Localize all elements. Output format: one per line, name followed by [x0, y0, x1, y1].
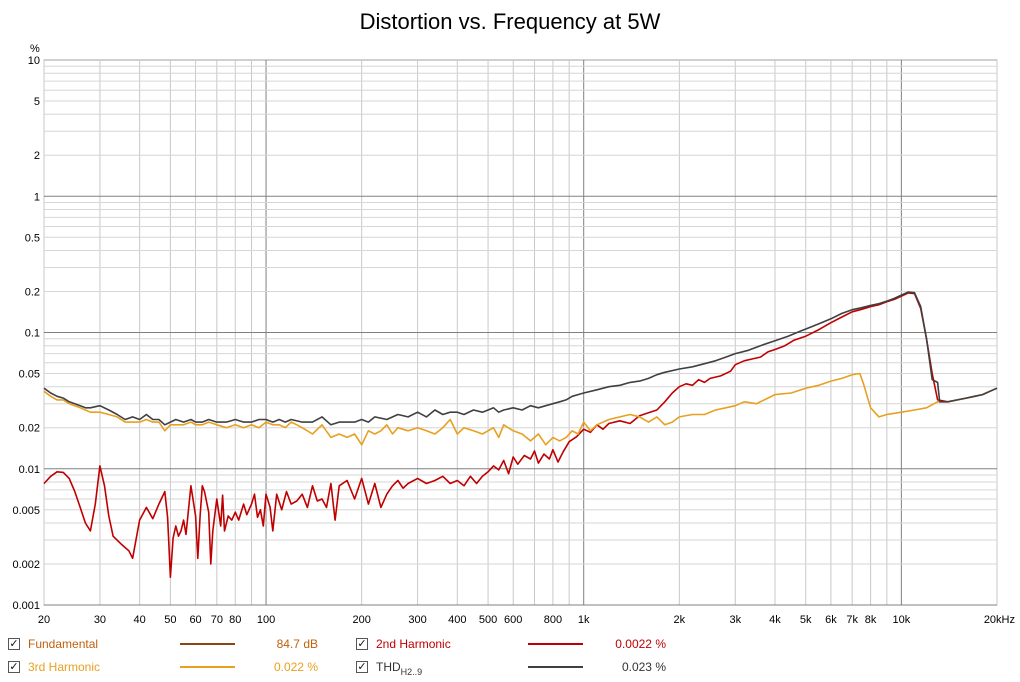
x-tick-labels: 20 30 40 50 60 70 80 100 200 300 400 500 600 800 1k 2k 3… [38, 614, 1015, 626]
legend-swatch-2nd-harmonic [528, 643, 583, 645]
x-tick-label: 60 [189, 614, 201, 626]
x-tick-label: 50 [164, 614, 176, 626]
x-tick-label: 6k [825, 614, 837, 626]
x-tick-label: 20 [38, 614, 50, 626]
legend-value-thd: 0.023 % [621, 660, 666, 674]
legend-label-thd-main: THD [376, 660, 401, 674]
x-tick-label: 30 [94, 614, 106, 626]
legend-item-2nd-harmonic[interactable]: ✓ 2nd Harmonic 0.0022 % [356, 636, 696, 656]
y-tick-label: 0.002 [12, 559, 40, 571]
x-tick-label: 3k [729, 614, 741, 626]
series-line-2nd-harmonic [43, 292, 998, 578]
chart-title: Distortion vs. Frequency at 5W [359, 9, 661, 34]
y-tick-label: 0.02 [19, 423, 40, 435]
legend-swatch-3rd-harmonic [180, 666, 235, 668]
x-tick-label: 800 [544, 614, 562, 626]
x-tick-label: 100 [257, 614, 275, 626]
legend-label-thd: THDH2..9 [376, 659, 423, 677]
x-tick-label: 10k [892, 614, 910, 626]
y-tick-label: 2 [34, 150, 40, 162]
checkbox-2nd-harmonic[interactable]: ✓ [356, 638, 368, 650]
y-tick-label: 0.5 [25, 232, 40, 244]
x-tick-label: 5k [800, 614, 812, 626]
legend: ✓ Fundamental 84.7 dB ✓ 2nd Harmonic 0.0… [0, 630, 1020, 682]
y-tick-label: 0.005 [12, 505, 40, 517]
distortion-plot: 10 5 2 1 0.5 0.2 0.1 0.05 0.02 0.01 0.005 0.002 0.00… [12, 43, 1015, 626]
series-lines [43, 291, 998, 578]
checkbox-fundamental[interactable]: ✓ [8, 638, 20, 650]
legend-value-3rd-harmonic: 0.022 % [273, 660, 318, 674]
x-tick-label: 7k [846, 614, 858, 626]
x-tick-label: 200 [352, 614, 370, 626]
x-tick-label: 300 [408, 614, 426, 626]
legend-item-fundamental[interactable]: ✓ Fundamental 84.7 dB [8, 636, 348, 656]
legend-item-thd[interactable]: ✓ THDH2..9 0.023 % [356, 659, 696, 679]
legend-label-thd-sub: H2..9 [400, 667, 423, 677]
x-tick-label: 1k [578, 614, 590, 626]
y-axis-unit-label: % [30, 43, 40, 55]
x-tick-label: 600 [504, 614, 522, 626]
y-tick-labels: 10 5 2 1 0.5 0.2 0.1 0.05 0.02 0.01 0.005 0.002 0.00… [12, 55, 40, 612]
y-tick-label: 1 [34, 191, 40, 203]
legend-label-2nd-harmonic: 2nd Harmonic [376, 637, 451, 651]
legend-label-3rd-harmonic: 3rd Harmonic [28, 660, 101, 674]
y-tick-label: 10 [28, 55, 40, 67]
x-tick-label: 40 [134, 614, 146, 626]
series-line-3rd-harmonic [43, 372, 998, 446]
y-tick-label: 0.001 [12, 600, 40, 612]
x-tick-label: 8k [865, 614, 877, 626]
legend-swatch-fundamental [180, 643, 235, 645]
x-tick-label: 80 [229, 614, 241, 626]
y-tick-label: 0.05 [19, 369, 40, 381]
x-tick-label: 20kHz [984, 614, 1015, 626]
x-tick-label: 2k [674, 614, 686, 626]
x-tick-label: 500 [479, 614, 497, 626]
legend-label-fundamental: Fundamental [28, 637, 99, 651]
x-tick-label: 70 [211, 614, 223, 626]
grid [43, 60, 998, 606]
checkbox-thd[interactable]: ✓ [356, 661, 368, 673]
legend-item-3rd-harmonic[interactable]: ✓ 3rd Harmonic 0.022 % [8, 659, 348, 679]
y-tick-label: 0.1 [25, 328, 40, 340]
y-tick-label: 5 [34, 96, 40, 108]
series-line-thd [43, 291, 998, 426]
x-tick-label: 4k [769, 614, 781, 626]
x-tick-label: 400 [448, 614, 466, 626]
legend-value-fundamental: 84.7 dB [276, 637, 318, 651]
y-tick-label: 0.2 [25, 286, 40, 298]
legend-value-2nd-harmonic: 0.0022 % [615, 637, 666, 651]
checkbox-3rd-harmonic[interactable]: ✓ [8, 661, 20, 673]
legend-swatch-thd [528, 666, 583, 668]
y-tick-label: 0.01 [19, 464, 40, 476]
